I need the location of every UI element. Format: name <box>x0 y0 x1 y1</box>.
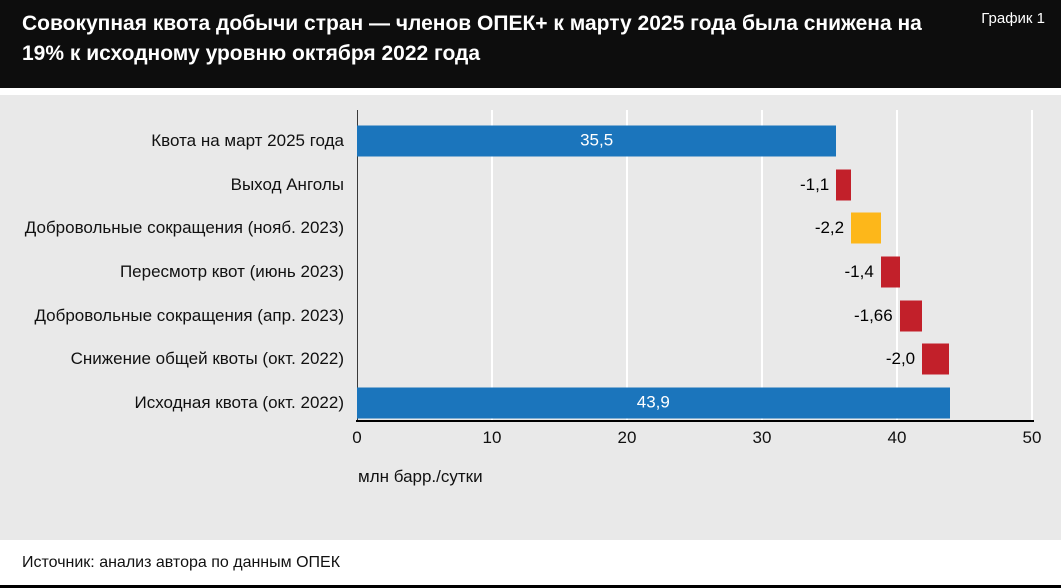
chart-row: Выход Анголы -1,1 <box>0 163 1061 207</box>
category-label: Добровольные сокращения (нояб. 2023) <box>24 218 344 238</box>
category-label: Квота на март 2025 года <box>151 130 344 150</box>
gridline <box>1031 110 1033 420</box>
bar-track: -1,1 <box>357 163 1032 207</box>
bar-track: -1,4 <box>357 250 1032 294</box>
bar <box>836 169 852 201</box>
value-label: 35,5 <box>580 130 614 150</box>
chart-row: Квота на март 2025 года 35,5 <box>0 119 1061 163</box>
category-label: Выход Анголы <box>230 174 344 194</box>
category-label: Исходная квота (окт. 2022) <box>134 392 344 412</box>
x-tick-label: 20 <box>617 428 637 447</box>
x-tick-label: 50 <box>1022 428 1042 447</box>
chart-title: Совокупная квота добычи стран — членов О… <box>22 12 922 65</box>
chart-row: Исходная квота (окт. 2022) 43,9 <box>0 381 1061 425</box>
x-axis-label: млн барр./сутки <box>358 467 483 486</box>
chart-number-badge: График 1 <box>981 10 1045 27</box>
bar <box>851 212 881 244</box>
source-note: Источник: анализ автора по данным ОПЕК <box>22 554 341 571</box>
bar-track: -2,0 <box>357 337 1032 381</box>
chart-footer: Источник: анализ автора по данным ОПЕК <box>0 540 1061 588</box>
bar-track: 43,9 <box>357 381 1032 425</box>
value-label: -1,66 <box>853 305 893 325</box>
bar-track: -2,2 <box>357 206 1032 250</box>
chart-row: Пересмотр квот (июнь 2023) -1,4 <box>0 250 1061 294</box>
category-label: Добровольные сокращения (апр. 2023) <box>34 305 344 325</box>
x-tick-label: 30 <box>752 428 772 447</box>
value-label: -1,4 <box>844 261 874 281</box>
category-label: Пересмотр квот (июнь 2023) <box>119 261 344 281</box>
chart-area: Квота на март 2025 года 35,5 Выход Анголы -… <box>0 95 1061 540</box>
value-label: -2,2 <box>814 218 845 238</box>
bar <box>899 300 923 332</box>
chart-row: Добровольные сокращения (апр. 2023) -1,66 <box>0 294 1061 338</box>
gridline <box>761 110 763 420</box>
bar: 35,5 <box>357 125 837 157</box>
category-label: Снижение общей квоты (окт. 2022) <box>70 349 344 369</box>
chart-row: Снижение общей квоты (окт. 2022) -2,0 <box>0 337 1061 381</box>
gridline <box>626 110 628 420</box>
gridline <box>491 110 493 420</box>
chart-row: Добровольные сокращения (нояб. 2023) -2,2 <box>0 206 1061 250</box>
x-axis-ticks: 0 10 20 30 40 50 <box>352 428 1041 450</box>
x-tick-label: 40 <box>887 428 907 447</box>
bottom-rule <box>0 585 1061 588</box>
bar: 43,9 <box>357 387 950 419</box>
value-label: 43,9 <box>636 392 670 412</box>
bar <box>922 343 950 375</box>
x-tick-label: 0 <box>352 428 362 447</box>
bar-track: 35,5 <box>357 119 1032 163</box>
chart-header: Совокупная квота добычи стран — членов О… <box>0 0 1061 88</box>
x-axis-line <box>356 420 1034 422</box>
y-axis-line <box>357 110 358 420</box>
bar-track: -1,66 <box>357 294 1032 338</box>
value-label: -1,1 <box>799 174 830 194</box>
value-label: -2,0 <box>885 349 916 369</box>
bar-rows: Квота на март 2025 года 35,5 Выход Анголы -… <box>0 119 1061 425</box>
x-tick-label: 10 <box>482 428 502 447</box>
bar <box>880 256 900 288</box>
